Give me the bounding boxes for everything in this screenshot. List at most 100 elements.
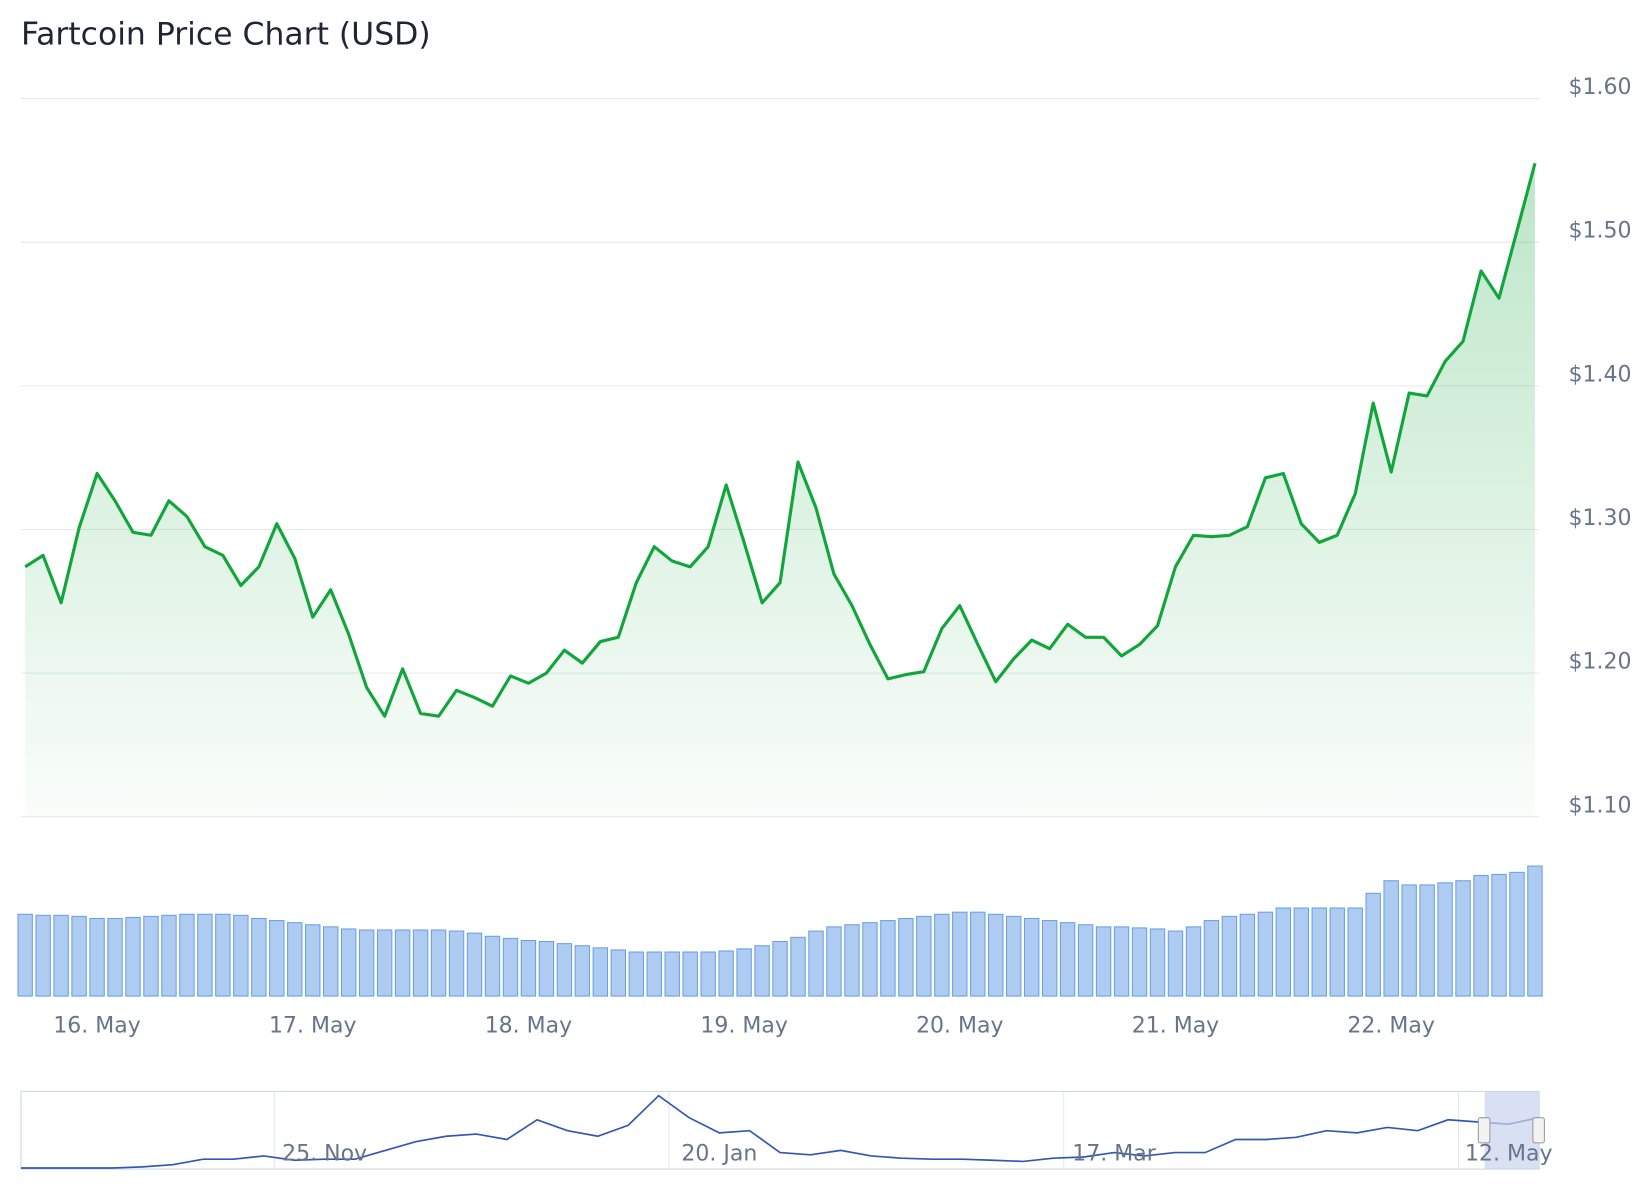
y-tick-label: $1.60 — [1569, 75, 1632, 100]
volume-bar — [1275, 907, 1292, 997]
volume-bar — [772, 941, 788, 997]
volume-bar — [251, 917, 267, 997]
x-tick-label: 19. May — [700, 1013, 787, 1038]
volume-bar — [1311, 907, 1327, 997]
volume-bar — [1023, 917, 1040, 997]
volume-bar — [448, 930, 465, 997]
volume-bar — [1131, 927, 1148, 997]
volume-bar — [934, 913, 950, 997]
volume-bar — [754, 945, 770, 997]
volume-bar — [1347, 907, 1363, 997]
volume-bar — [1473, 874, 1489, 997]
y-tick-label: $1.50 — [1569, 219, 1632, 244]
navigator-label: 12. May — [1465, 1141, 1552, 1166]
x-tick-label: 17. May — [269, 1013, 356, 1038]
volume-bar — [1239, 913, 1256, 997]
volume-bar — [215, 913, 231, 997]
volume-bar — [1329, 907, 1345, 997]
volume-bar — [269, 920, 285, 997]
volume-bar — [53, 914, 69, 997]
volume-bar — [952, 911, 968, 997]
volume-bar — [125, 916, 141, 997]
navigator-handle-right[interactable] — [1532, 1117, 1545, 1144]
navigator-label: 25. Nov — [282, 1141, 367, 1166]
volume-bar — [1257, 911, 1274, 997]
volume-bar — [287, 922, 303, 997]
volume-bar — [305, 924, 321, 997]
volume-bar — [1401, 884, 1417, 997]
volume-bar — [736, 948, 752, 997]
volume-bar — [628, 951, 644, 997]
price-line — [24, 162, 1537, 718]
volume-bar — [916, 915, 932, 997]
volume-bar — [592, 947, 609, 997]
x-tick-label: 16. May — [53, 1013, 140, 1038]
navigator-selection[interactable] — [1484, 1091, 1540, 1170]
volume-bar — [1293, 907, 1310, 997]
volume-bar — [17, 913, 33, 997]
volume-bar — [988, 913, 1004, 997]
volume-bar — [1509, 871, 1525, 997]
y-tick-label: $1.20 — [1569, 650, 1632, 675]
volume-bar — [898, 917, 914, 997]
volume-bar — [646, 951, 662, 997]
volume-bar — [197, 913, 213, 997]
volume-bar — [1077, 924, 1094, 997]
navigator-line — [20, 1094, 1540, 1169]
volume-bar — [161, 914, 177, 997]
volume-bar — [376, 929, 393, 997]
volume-bar — [718, 950, 734, 997]
volume-bar — [340, 928, 357, 997]
volume-bar — [143, 915, 159, 997]
volume-bar — [1059, 922, 1076, 997]
volume-bar — [35, 914, 51, 997]
volume-bar — [826, 926, 842, 997]
volume-bar — [1203, 920, 1220, 997]
volume-bar — [1113, 926, 1130, 997]
volume-bar — [844, 924, 860, 997]
volume-bar — [808, 930, 824, 997]
navigator-label: 20. Jan — [681, 1141, 757, 1166]
volume-bar — [664, 951, 680, 997]
volume-bar — [610, 949, 627, 997]
volume-bar — [107, 917, 123, 997]
x-tick-label: 22. May — [1347, 1013, 1434, 1038]
volume-bar — [430, 929, 447, 997]
volume-bar — [1185, 926, 1202, 997]
volume-bar — [538, 941, 555, 997]
volume-bar — [484, 935, 501, 997]
volume-bar — [1041, 920, 1058, 997]
x-tick-label: 21. May — [1132, 1013, 1219, 1038]
y-tick-label: $1.30 — [1569, 506, 1632, 531]
volume-bar — [1491, 873, 1507, 997]
volume-bar — [520, 939, 537, 997]
y-tick-label: $1.10 — [1569, 793, 1632, 818]
volume-bar — [682, 951, 698, 997]
volume-bar — [556, 943, 573, 997]
volume-bar — [1455, 880, 1471, 997]
volume-bar — [233, 914, 249, 997]
volume-bar — [71, 915, 87, 997]
volume-bar — [1437, 882, 1453, 997]
volume-bar — [323, 926, 339, 997]
volume-bar — [502, 937, 519, 997]
x-tick-label: 20. May — [916, 1013, 1003, 1038]
navigator-handle-left[interactable] — [1477, 1117, 1491, 1144]
volume-bar — [1221, 915, 1238, 997]
volume-bar — [1365, 892, 1381, 997]
volume-bar — [179, 913, 195, 997]
volume-bar — [89, 917, 105, 997]
navigator-label: 17. Mar — [1072, 1141, 1156, 1166]
volume-bar — [1095, 926, 1112, 997]
y-tick-label: $1.40 — [1569, 362, 1632, 387]
price-area — [25, 163, 1535, 817]
volume-bar — [700, 951, 716, 997]
volume-bar — [1419, 884, 1435, 997]
volume-bar — [1006, 915, 1022, 997]
volume-bar — [862, 922, 878, 997]
volume-bar — [1167, 930, 1184, 997]
volume-bar — [790, 936, 806, 997]
chart-title: Fartcoin Price Chart (USD) — [21, 17, 431, 53]
